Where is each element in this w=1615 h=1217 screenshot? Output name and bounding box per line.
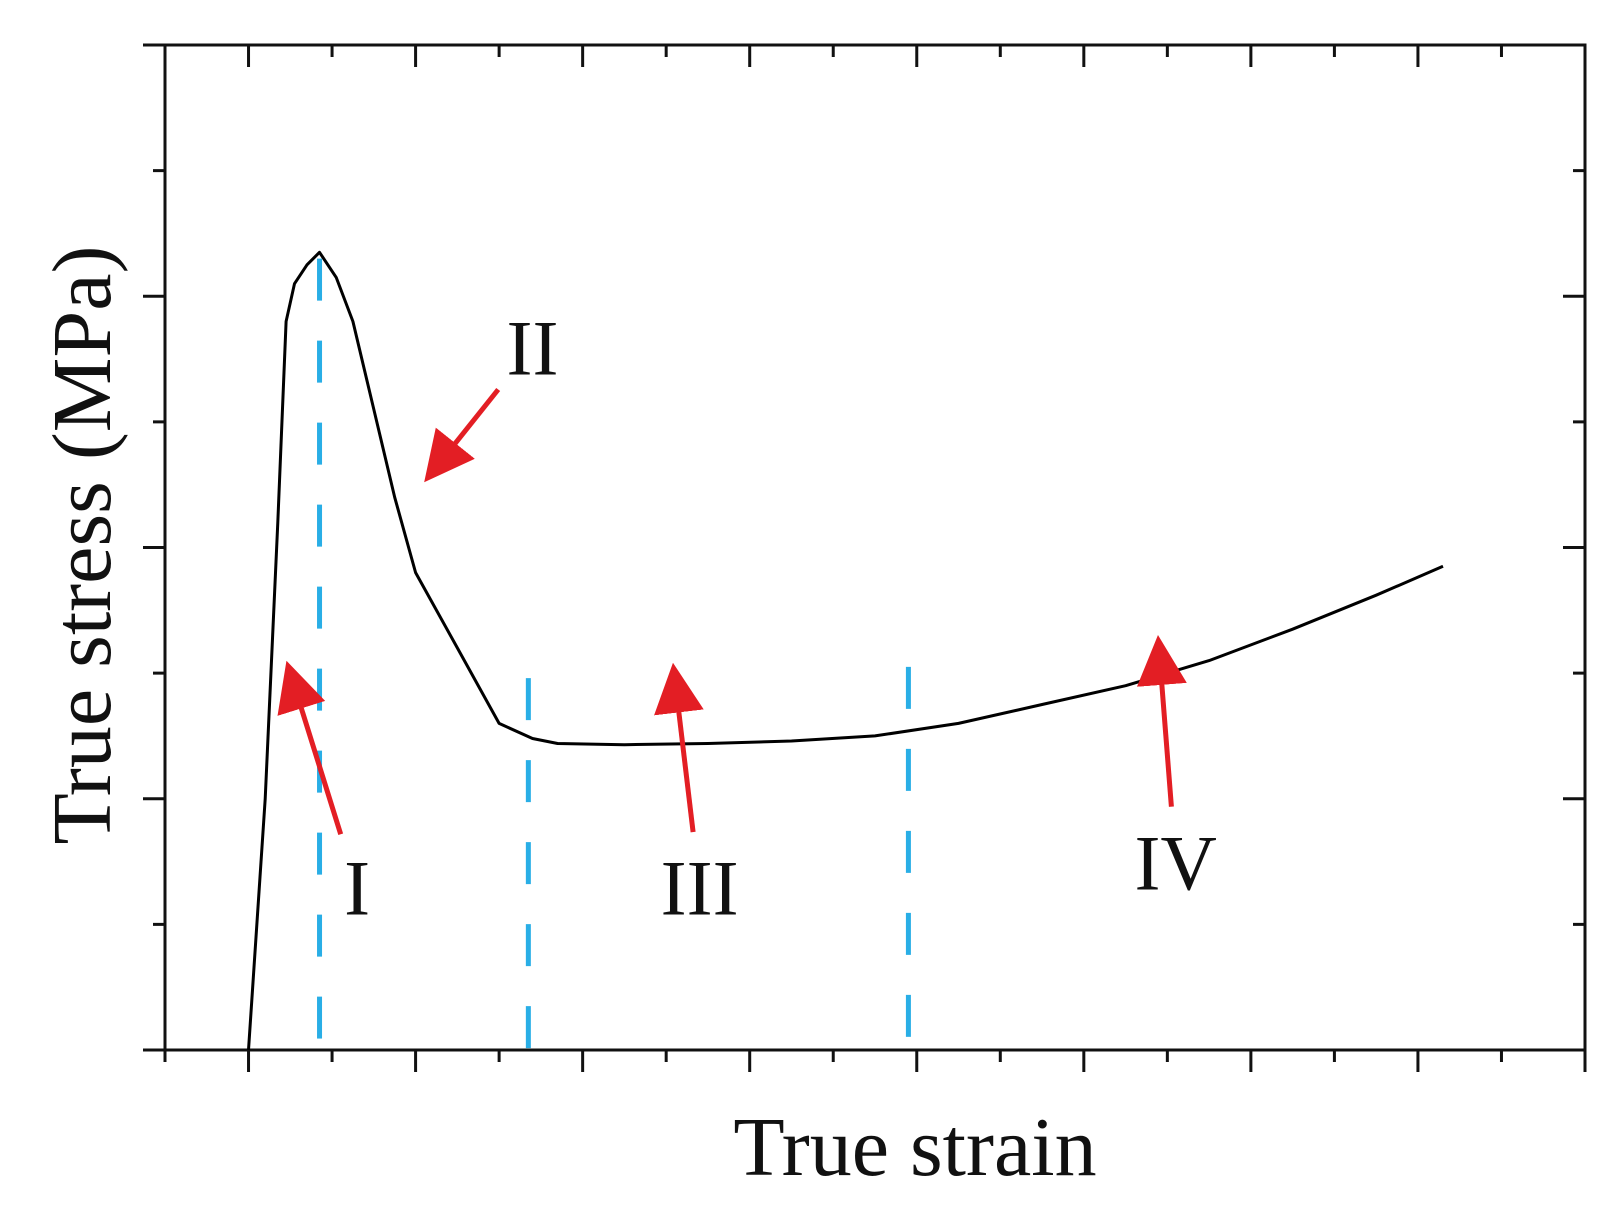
y-axis-label: True stress (MPa) <box>36 246 129 845</box>
region-label: III <box>661 845 739 932</box>
region-arrow <box>1136 635 1187 807</box>
region-label: II <box>507 305 559 392</box>
region-arrow <box>654 662 704 833</box>
stress-strain-curve <box>247 250 1444 1051</box>
plot-frame <box>163 43 1587 1052</box>
region-label: IV <box>1135 820 1217 907</box>
x-axis-label: True strain <box>733 1101 1096 1194</box>
region-label: I <box>344 845 370 932</box>
region-arrow <box>277 660 344 835</box>
region-arrow <box>424 387 501 483</box>
